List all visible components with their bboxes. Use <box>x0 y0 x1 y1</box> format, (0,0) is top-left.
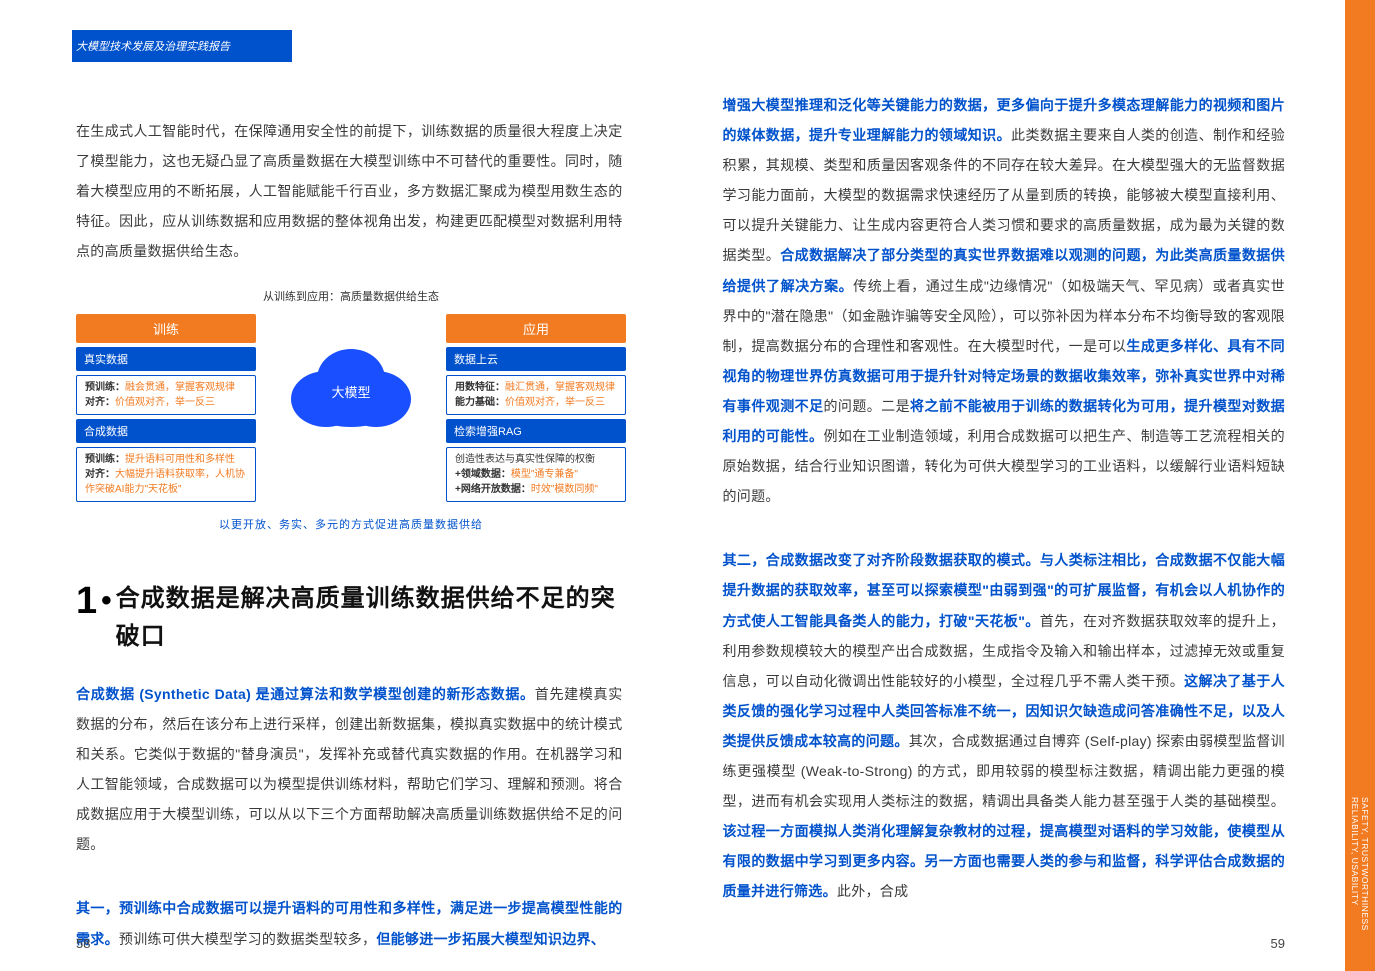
application-header: 应用 <box>446 314 626 343</box>
page-number-58: 58 <box>76 936 90 951</box>
diagram-right-side: 应用 数据上云 用数特征：融汇贯通，掌握客观规律 能力基础：价值观对齐，举一反三… <box>446 314 626 502</box>
two-page-spread: 大模型技术发展及治理实践报告 在生成式人工智能时代，在保障通用安全性的前提下，训… <box>0 0 1345 971</box>
section1-p2: 其一，预训练中合成数据可以提升语料的可用性和多样性，满足进一步提高模型性能的需求… <box>76 893 623 953</box>
right-p2: 其二，合成数据改变了对齐阶段数据获取的模式。与人类标注相比，合成数据不仅能大幅提… <box>723 545 1286 906</box>
rag-sub: 检索增强RAG <box>446 419 626 443</box>
diagram-title: 从训练到应用：高质量数据供给生态 <box>76 288 626 304</box>
sidebar-caption: SAFETY, TRUSTWORTHINESS RELIABILITY, USA… <box>1350 797 1370 931</box>
section-title: 合成数据是解决高质量训练数据供给不足的突破口 <box>116 580 623 654</box>
diagram-center: 大模型 <box>271 314 431 429</box>
section1-p1: 合成数据 (Synthetic Data) 是通过算法和数学模型创建的新形态数据… <box>76 679 623 860</box>
report-title-bar: 大模型技术发展及治理实践报告 <box>72 30 292 62</box>
diagram-row: 训练 真实数据 预训练：融会贯通，掌握客观规律 对齐：价值观对齐，举一反三 合成… <box>76 314 626 502</box>
training-header: 训练 <box>76 314 256 343</box>
rag-box: 创造性表达与真实性保障的权衡 +领域数据：模型"通专兼备" +网络开放数据：时效… <box>446 447 626 502</box>
intro-paragraph: 在生成式人工智能时代，在保障通用安全性的前提下，训练数据的质量很大程度上决定了模… <box>76 116 623 266</box>
diagram-left-side: 训练 真实数据 预训练：融会贯通，掌握客观规律 对齐：价值观对齐，举一反三 合成… <box>76 314 256 502</box>
bullet-dot: • <box>101 580 112 616</box>
synthetic-data-box: 预训练：提升语料可用性和多样性 对齐：大幅提升语料获取率，人机协作突破AI能力"… <box>76 447 256 502</box>
data-ecology-diagram: 从训练到应用：高质量数据供给生态 训练 真实数据 预训练：融会贯通，掌握客观规律… <box>76 288 626 532</box>
data-cloud-sub: 数据上云 <box>446 347 626 371</box>
section-1-heading: 1 • 合成数据是解决高质量训练数据供给不足的突破口 <box>76 580 623 654</box>
page-left: 大模型技术发展及治理实践报告 在生成式人工智能时代，在保障通用安全性的前提下，训… <box>0 0 673 971</box>
real-data-sub: 真实数据 <box>76 347 256 371</box>
page-right: 增强大模型推理和泛化等关键能力的数据，更多偏向于提升多模态理解能力的视频和图片的… <box>673 0 1346 971</box>
report-title: 大模型技术发展及治理实践报告 <box>76 38 230 54</box>
section-number: 1 <box>76 580 97 620</box>
diagram-footer: 以更开放、务实、多元的方式促进高质量数据供给 <box>76 516 626 532</box>
real-data-box: 预训练：融会贯通，掌握客观规律 对齐：价值观对齐，举一反三 <box>76 375 256 415</box>
right-p1: 增强大模型推理和泛化等关键能力的数据，更多偏向于提升多模态理解能力的视频和图片的… <box>723 90 1286 511</box>
page-number-59: 59 <box>1271 936 1285 951</box>
orange-sidebar: SAFETY, TRUSTWORTHINESS RELIABILITY, USA… <box>1345 0 1375 971</box>
synthetic-data-sub: 合成数据 <box>76 419 256 443</box>
data-cloud-box: 用数特征：融汇贯通，掌握客观规律 能力基础：价值观对齐，举一反三 <box>446 375 626 415</box>
big-model-label: 大模型 <box>271 382 431 401</box>
